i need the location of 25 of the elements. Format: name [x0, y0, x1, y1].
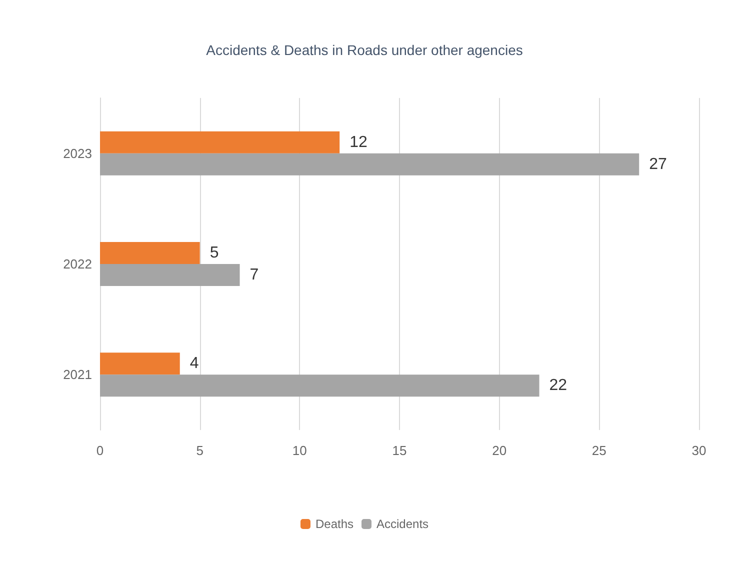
data-label: 7: [250, 266, 259, 284]
x-tick-label: 30: [692, 443, 706, 458]
data-label: 22: [549, 377, 568, 394]
bar: [100, 131, 340, 154]
data-label: 4: [190, 355, 199, 372]
data-label: 5: [210, 244, 219, 262]
chart-title: Accidents & Deaths in Roads under other agencies: [206, 42, 523, 58]
x-tick-label: 10: [292, 443, 307, 458]
bar: [100, 264, 240, 286]
data-label: 12: [350, 134, 368, 151]
bar: [100, 374, 540, 397]
x-tick-label: 5: [196, 443, 204, 458]
x-tick-label: 25: [592, 443, 606, 458]
x-tick-label: 15: [392, 443, 407, 458]
x-tick-label: 20: [492, 443, 507, 458]
y-tick-label: 2023: [63, 146, 92, 161]
legend-label: Deaths: [315, 517, 354, 531]
y-tick-label: 2022: [63, 256, 92, 272]
data-label: 27: [649, 156, 667, 173]
legend-label: Accidents: [376, 517, 429, 531]
bar: [100, 352, 180, 375]
x-tick-label: 0: [96, 443, 104, 458]
y-tick-label: 2021: [63, 367, 92, 382]
bar: [100, 242, 200, 264]
bar: [100, 153, 640, 176]
